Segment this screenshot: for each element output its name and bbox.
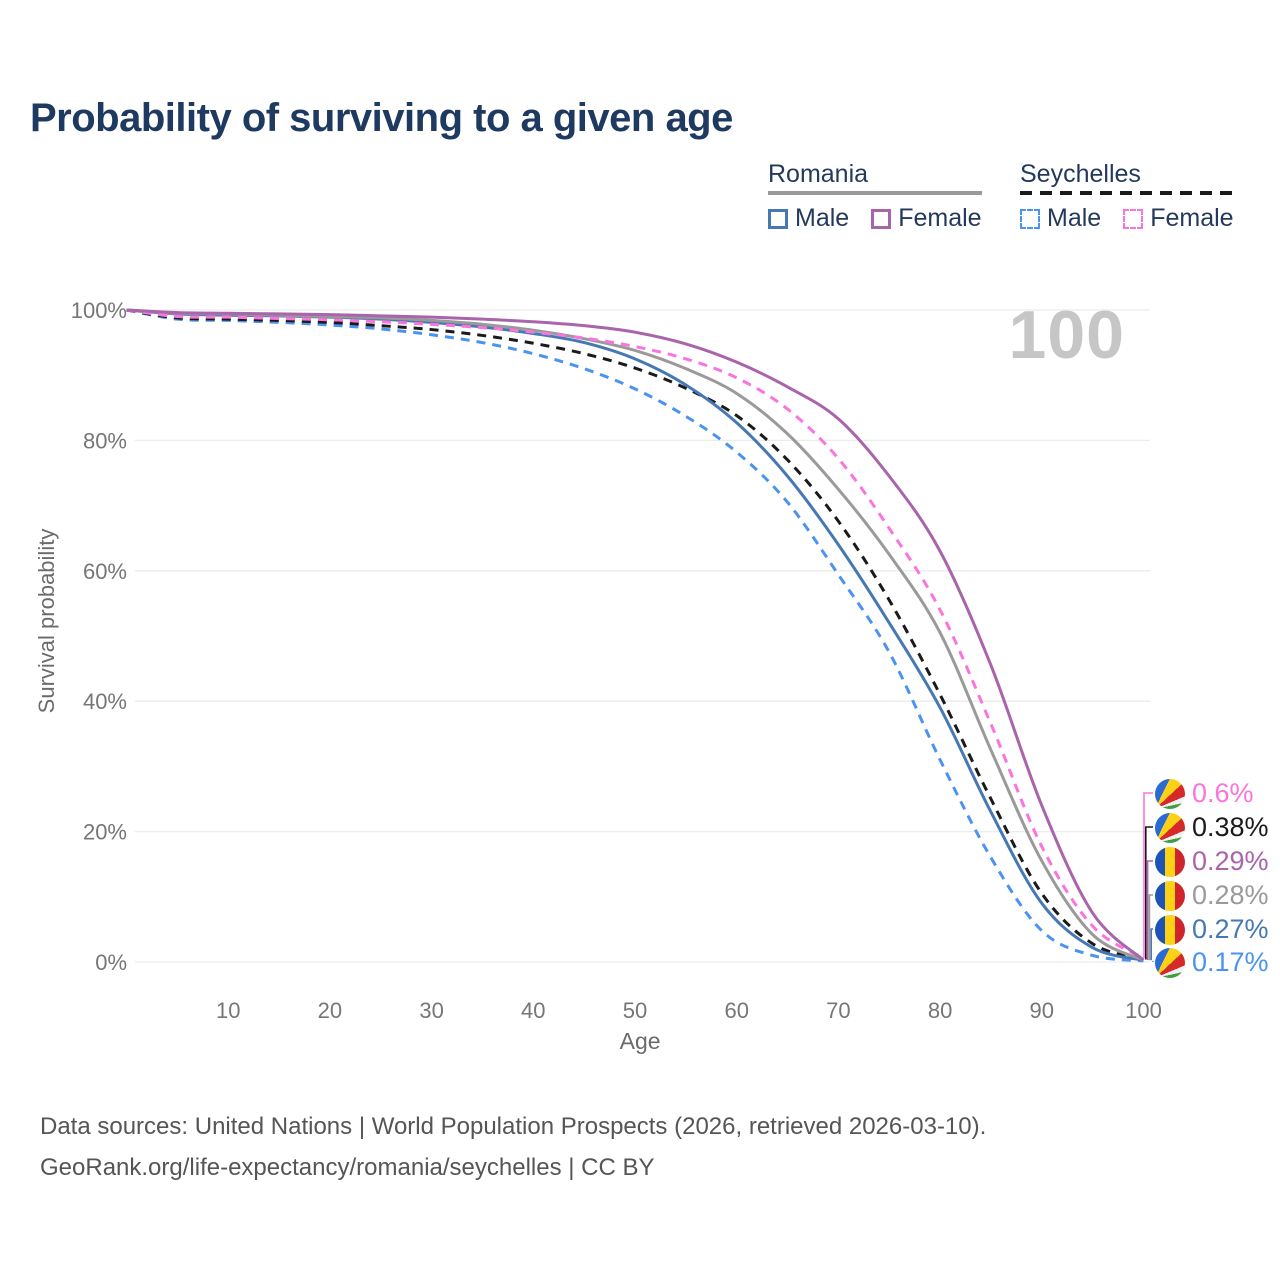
- end-label-row: 0.38%: [1155, 812, 1269, 843]
- legend-group-romania: Romania Male Female: [768, 160, 982, 233]
- x-tick-label: 100: [1125, 998, 1162, 1023]
- end-label-connector: [1146, 860, 1153, 961]
- legend-item-label: Male: [795, 204, 850, 232]
- legend-group-romania-label: Romania: [768, 160, 869, 188]
- y-tick-label: 40%: [83, 689, 127, 714]
- y-tick-label: 0%: [95, 950, 127, 975]
- x-tick-label: 80: [928, 998, 952, 1023]
- x-tick-label: 50: [623, 998, 647, 1023]
- end-label-row: 0.28%: [1155, 880, 1269, 911]
- legend-item-label: Male: [1047, 204, 1102, 232]
- romania-flag-icon: [1155, 846, 1185, 877]
- y-axis-title: Survival probability: [34, 528, 59, 714]
- x-tick-label: 10: [216, 998, 240, 1023]
- legend-item-romania-female[interactable]: Female: [871, 204, 982, 233]
- y-tick-label: 100%: [71, 298, 127, 323]
- end-label-connector: [1145, 826, 1153, 960]
- legend-group-seychelles: Seychelles Male Female: [1020, 160, 1234, 233]
- footer-sources-line: Data sources: United Nations | World Pop…: [40, 1113, 987, 1140]
- page-title: Probability of surviving to a given age: [30, 96, 733, 140]
- x-tick-label: 20: [318, 998, 342, 1023]
- legend-item-romania-male[interactable]: Male: [768, 204, 849, 233]
- legend: Romania Male Female Seychelles Male: [0, 160, 1280, 250]
- romania-line-style-swatch: [768, 191, 982, 195]
- y-tick-label: 60%: [83, 559, 127, 584]
- x-tick-label: 30: [419, 998, 443, 1023]
- x-tick-label: 90: [1030, 998, 1054, 1023]
- y-tick-label: 80%: [83, 428, 127, 453]
- seychelles-flag-icon: [1155, 947, 1185, 978]
- x-tick-label: 70: [826, 998, 850, 1023]
- romania-flag-icon: [1155, 914, 1185, 945]
- romania-female-swatch-icon: [871, 208, 892, 229]
- y-tick-label: 20%: [83, 820, 127, 845]
- series-line-seychelles-total[interactable]: [126, 308, 1144, 961]
- end-label-value: 0.17%: [1192, 947, 1269, 977]
- seychelles-flag-icon: [1155, 812, 1185, 843]
- seychelles-flag-icon: [1155, 778, 1185, 809]
- end-label-connector: [1143, 792, 1153, 959]
- seychelles-male-swatch-icon: [1020, 208, 1040, 229]
- seychelles-line-style-swatch: [1020, 191, 1234, 195]
- footer-attribution-line: GeoRank.org/life-expectancy/romania/seyc…: [40, 1154, 655, 1181]
- end-label-row: 0.17%: [1155, 947, 1269, 978]
- legend-item-seychelles-male[interactable]: Male: [1020, 204, 1101, 233]
- series-line-seychelles-male[interactable]: [126, 308, 1144, 963]
- series-line-romania-female[interactable]: [126, 308, 1145, 962]
- legend-item-label: Female: [898, 204, 982, 232]
- x-axis-title: Age: [620, 1028, 661, 1054]
- romania-flag-icon: [1155, 880, 1185, 911]
- end-label-value: 0.29%: [1192, 846, 1269, 876]
- series-line-romania-male[interactable]: [126, 308, 1144, 962]
- series-line-romania-total[interactable]: [126, 308, 1145, 962]
- data-sources-footer: Data sources: United Nations | World Pop…: [40, 1106, 986, 1188]
- end-label-row: 0.6%: [1155, 778, 1254, 809]
- legend-item-seychelles-female[interactable]: Female: [1123, 204, 1234, 233]
- legend-item-label: Female: [1150, 204, 1234, 232]
- legend-group-seychelles-label: Seychelles: [1020, 160, 1141, 188]
- end-label-row: 0.27%: [1155, 914, 1269, 945]
- end-label-value: 0.27%: [1192, 914, 1269, 944]
- series-line-seychelles-female[interactable]: [126, 308, 1145, 960]
- end-label-value: 0.38%: [1192, 812, 1269, 842]
- end-label-connector: [1150, 928, 1153, 961]
- x-tick-label: 40: [521, 998, 545, 1023]
- x-tick-label: 60: [724, 998, 748, 1023]
- end-label-value: 0.28%: [1192, 880, 1269, 910]
- seychelles-female-swatch-icon: [1123, 208, 1144, 229]
- end-label-value: 0.6%: [1192, 778, 1254, 808]
- end-label-connector: [1148, 894, 1153, 961]
- romania-male-swatch-icon: [768, 208, 788, 229]
- end-label-row: 0.29%: [1155, 846, 1269, 877]
